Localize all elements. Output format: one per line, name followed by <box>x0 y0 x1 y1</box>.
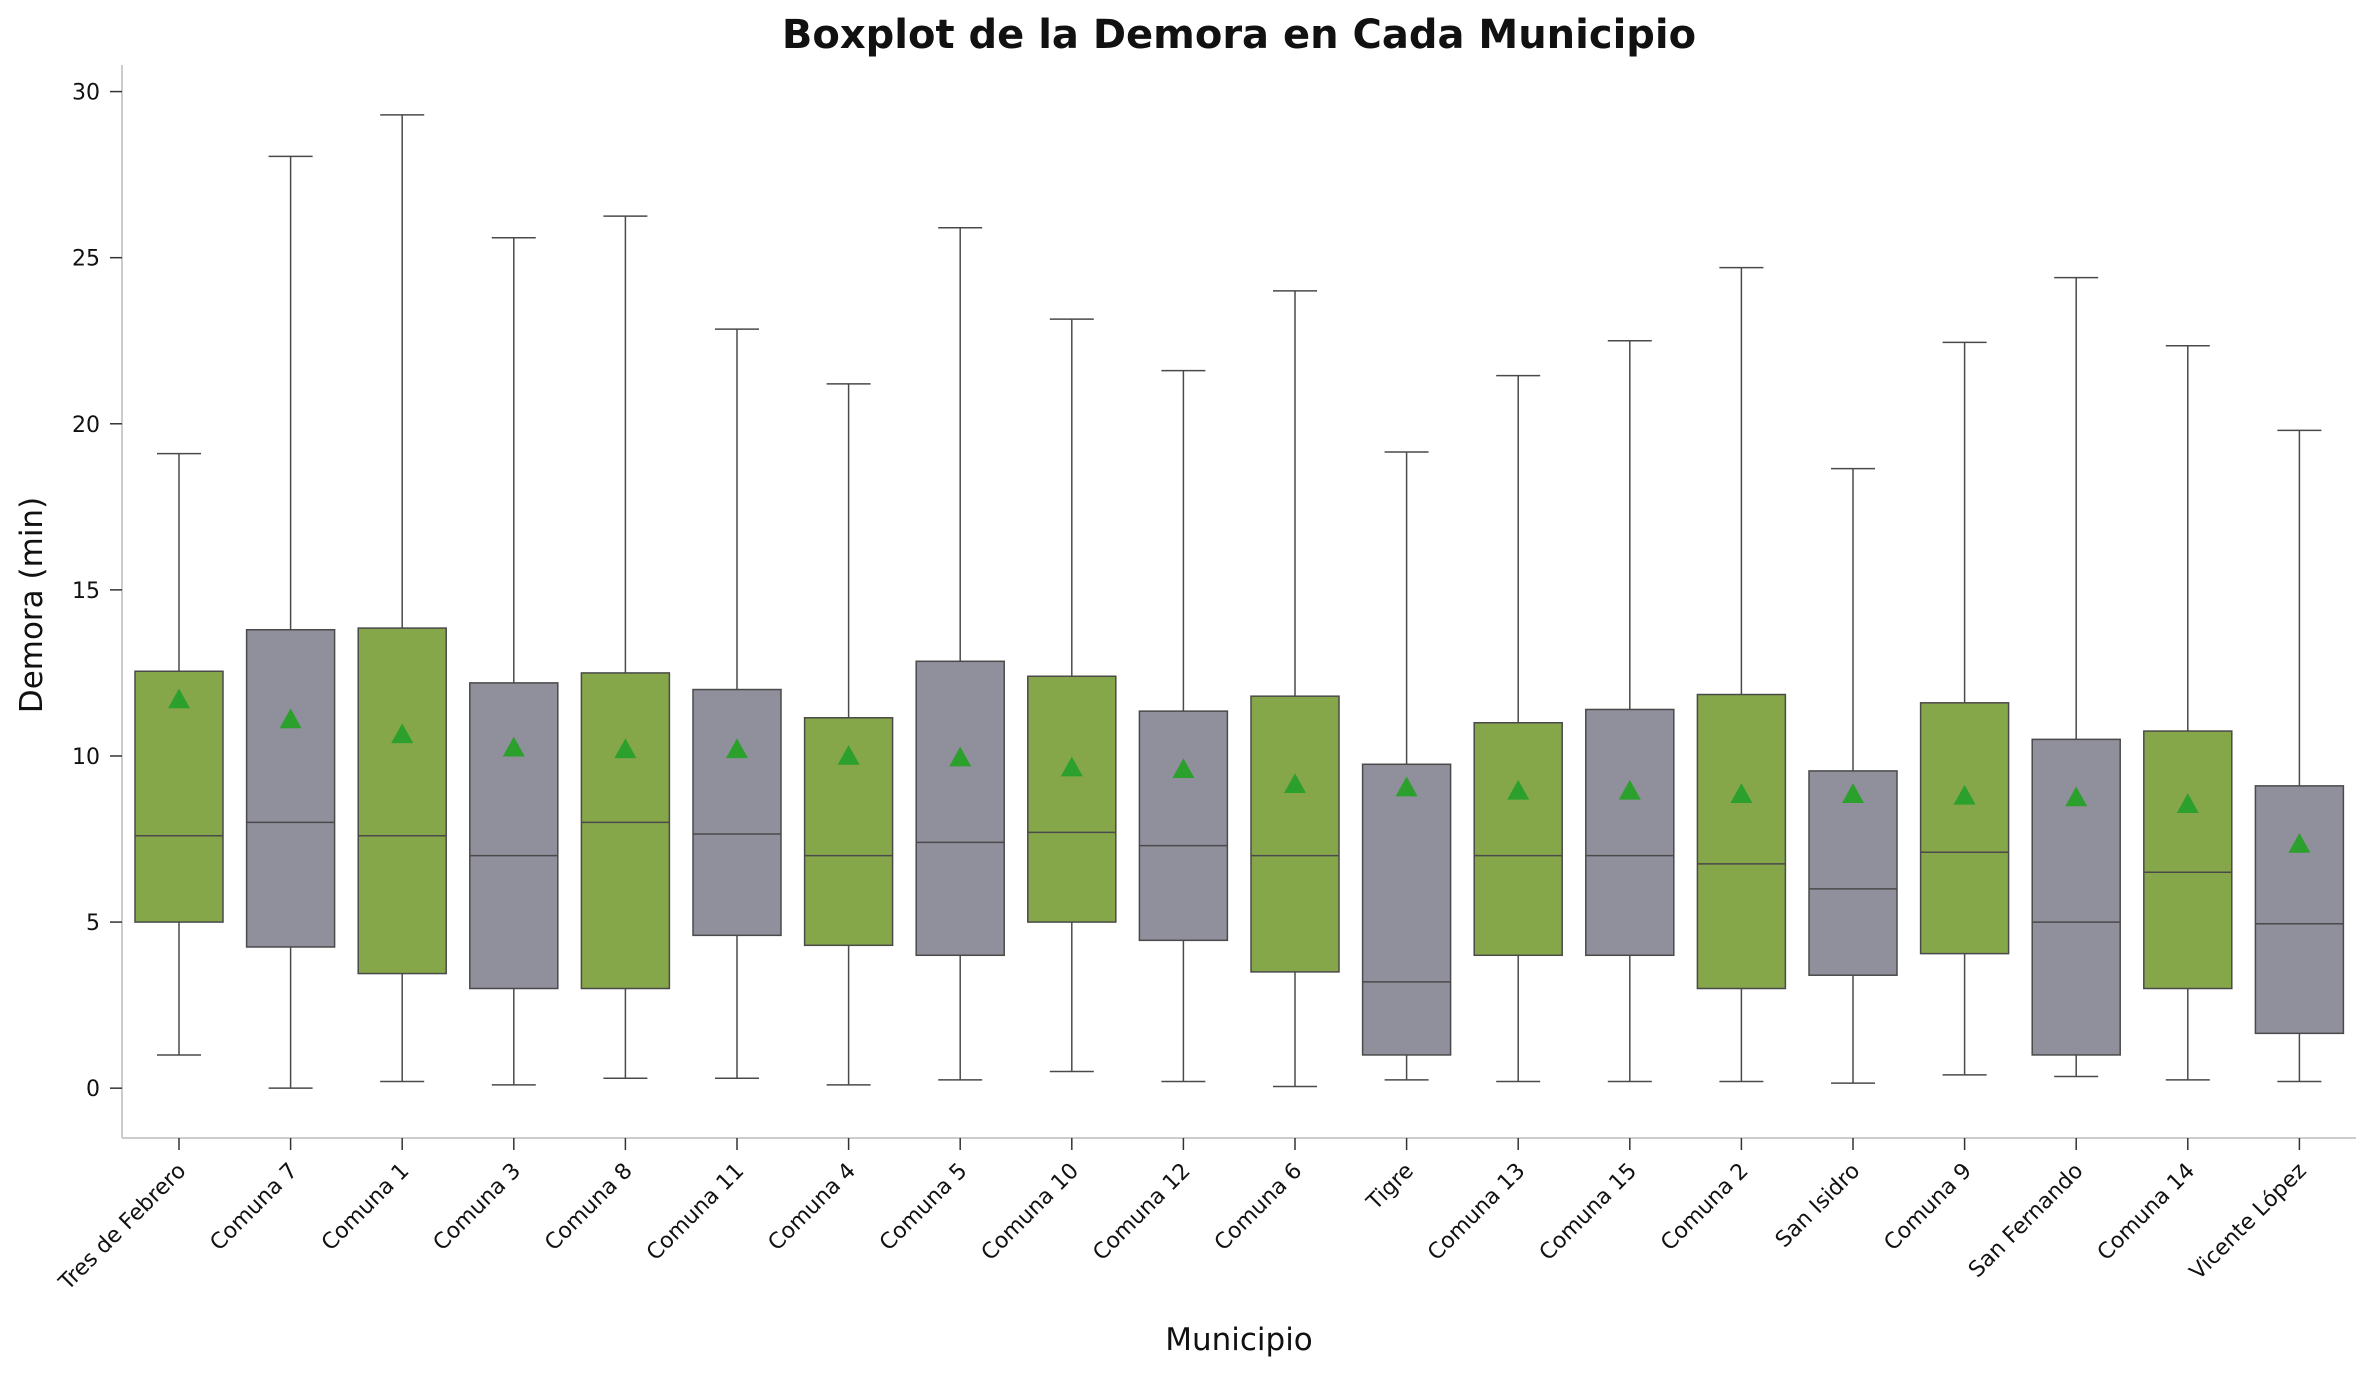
x-tick-label: San Fernando <box>1964 1159 2088 1283</box>
x-tick-label: San Isidro <box>1771 1159 1865 1253</box>
box <box>2143 730 2233 990</box>
box <box>1808 770 1898 976</box>
box <box>1250 695 1340 973</box>
mean-marker <box>726 738 748 759</box>
x-tick-label: Comuna 12 <box>1088 1159 1195 1266</box>
mean-marker <box>614 738 637 759</box>
box <box>1585 708 1675 957</box>
y-tick-label: 10 <box>72 745 100 770</box>
x-tick-label: Comuna 7 <box>206 1159 303 1256</box>
mean-marker <box>837 744 860 765</box>
x-tick-label: Comuna 10 <box>977 1159 1084 1266</box>
x-tick-label: Comuna 13 <box>1423 1159 1530 1266</box>
box <box>1696 693 1787 990</box>
y-tick-label: 0 <box>86 1077 100 1102</box>
x-tick-label: Comuna 9 <box>1880 1159 1977 1256</box>
box <box>1138 710 1229 942</box>
box <box>1473 722 1563 957</box>
x-tick-label: Comuna 3 <box>429 1159 526 1256</box>
x-tick-label: Comuna 6 <box>1210 1159 1307 1256</box>
mean-marker <box>391 723 414 744</box>
box <box>915 660 1005 957</box>
box <box>1361 763 1452 1056</box>
x-tick-label: Vicente López <box>2185 1159 2311 1285</box>
x-tick-label: Comuna 8 <box>540 1159 637 1256</box>
y-axis-label: Demora (min) <box>14 497 50 713</box>
x-tick-label: Comuna 11 <box>642 1159 749 1266</box>
box <box>1919 702 2010 955</box>
x-axis-label: Municipio <box>1165 1322 1313 1358</box>
mean-marker <box>2176 793 2199 813</box>
x-tick-label: Tigre <box>1362 1159 1419 1216</box>
box <box>692 688 782 937</box>
x-tick-label: Tres de Febrero <box>54 1159 191 1296</box>
y-tick-label: 20 <box>72 413 100 438</box>
x-tick-label: Comuna 14 <box>2093 1159 2200 1266</box>
x-tick-label: Comuna 5 <box>875 1159 972 1256</box>
x-tick-label: Comuna 15 <box>1535 1159 1642 1266</box>
y-tick-label: 15 <box>72 579 100 604</box>
mean-marker <box>949 746 972 767</box>
x-tick-label: Comuna 1 <box>317 1159 414 1256</box>
y-tick-label: 5 <box>86 911 100 936</box>
mean-marker <box>1730 783 1753 803</box>
mean-marker <box>502 736 525 757</box>
chart-title: Boxplot de la Demora en Cada Municipio <box>782 12 1696 58</box>
y-tick-label: 30 <box>72 81 100 106</box>
mean-marker <box>1618 779 1641 800</box>
box <box>580 672 671 990</box>
mean-marker <box>168 688 190 709</box>
mean-marker <box>1842 783 1864 803</box>
mean-marker <box>1060 756 1083 777</box>
box <box>357 627 447 975</box>
mean-marker <box>1172 758 1195 779</box>
mean-marker <box>2065 786 2088 807</box>
mean-marker <box>279 708 302 729</box>
box <box>245 628 336 948</box>
box <box>134 670 224 923</box>
y-tick-label: 25 <box>72 247 100 272</box>
box <box>469 682 559 990</box>
mean-marker <box>1395 776 1418 797</box>
x-tick-label: Comuna 2 <box>1656 1159 1753 1256</box>
x-tick-label: Comuna 4 <box>764 1159 861 1256</box>
box <box>2254 785 2345 1035</box>
mean-marker <box>2288 833 2311 853</box>
mean-marker <box>1284 773 1306 794</box>
mean-marker <box>1507 779 1530 800</box>
mean-marker <box>1953 784 1976 805</box>
box <box>1027 675 1117 923</box>
